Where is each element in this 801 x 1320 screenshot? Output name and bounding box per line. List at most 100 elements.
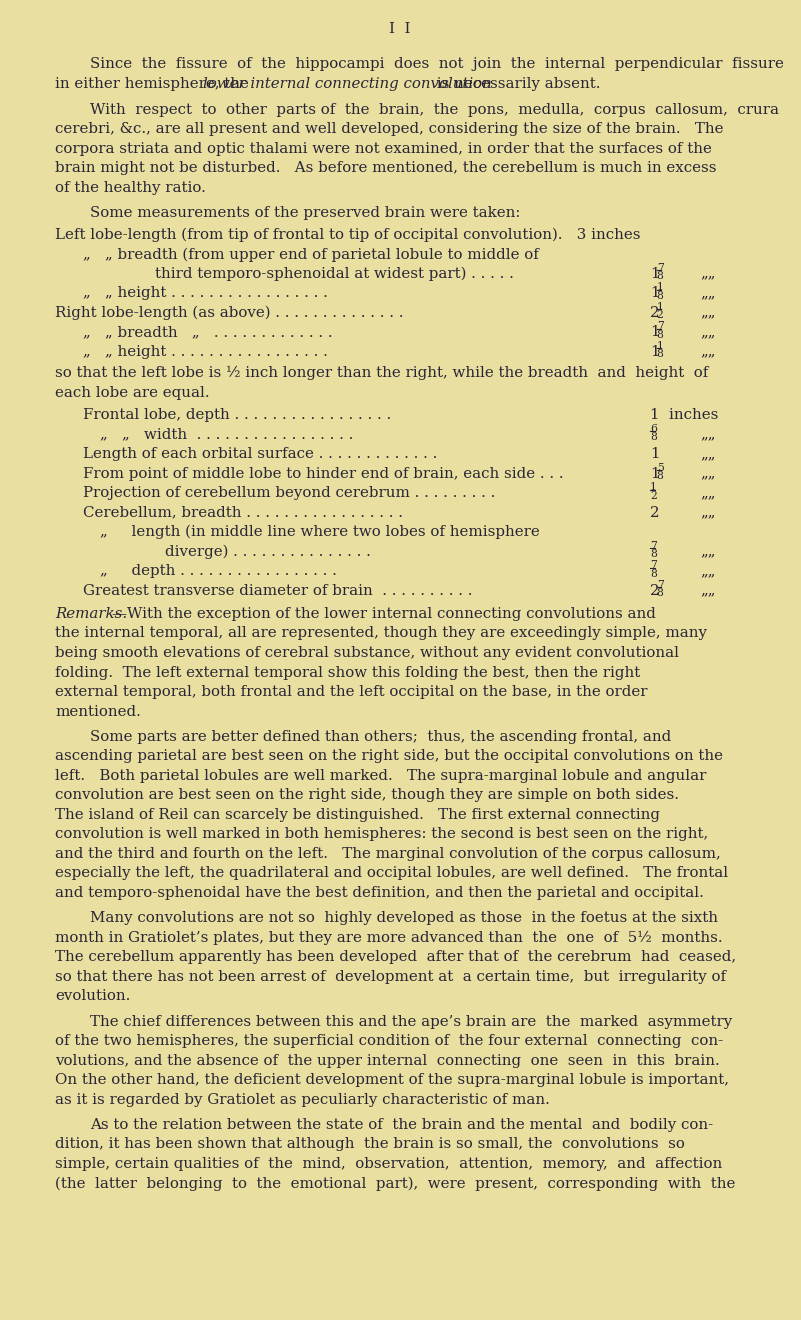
- Text: convolution is well marked in both hemispheres: the second is best seen on the r: convolution is well marked in both hemis…: [55, 828, 708, 841]
- Text: is necessarily absent.: is necessarily absent.: [432, 77, 601, 91]
- Text: 8: 8: [657, 589, 663, 598]
- Text: of the two hemispheres, the superficial condition of  the four external  connect: of the two hemispheres, the superficial …: [55, 1034, 723, 1048]
- Text: so that the left lobe is ½ inch longer than the right, while the breadth  and  h: so that the left lobe is ½ inch longer t…: [55, 366, 708, 380]
- Text: 8: 8: [650, 549, 657, 560]
- Text: ascending parietal are best seen on the right side, but the occipital convolutio: ascending parietal are best seen on the …: [55, 750, 723, 763]
- Text: as it is regarded by Gratiolet as peculiarly characteristic of man.: as it is regarded by Gratiolet as peculi…: [55, 1093, 549, 1106]
- Text: 1: 1: [657, 282, 663, 292]
- Text: and the third and fourth on the left.   The marginal convolution of the corpus c: and the third and fourth on the left. Th…: [55, 847, 721, 861]
- Text: 2: 2: [650, 306, 660, 319]
- Text: „   „ height . . . . . . . . . . . . . . . . .: „ „ height . . . . . . . . . . . . . . .…: [83, 345, 328, 359]
- Text: and temporo-sphenoidal have the best definition, and then the parietal and occip: and temporo-sphenoidal have the best def…: [55, 886, 704, 900]
- Text: Frontal lobe, depth . . . . . . . . . . . . . . . . .: Frontal lobe, depth . . . . . . . . . . …: [83, 408, 391, 422]
- Text: external temporal, both frontal and the left occipital on the base, in the order: external temporal, both frontal and the …: [55, 685, 647, 700]
- Text: the internal temporal, all are represented, though they are exceedingly simple, : the internal temporal, all are represent…: [55, 627, 707, 640]
- Text: Greatest transverse diameter of brain  . . . . . . . . . .: Greatest transverse diameter of brain . …: [83, 583, 473, 598]
- Text: corpora striata and optic thalami were not examined, in order that the surfaces : corpora striata and optic thalami were n…: [55, 143, 712, 156]
- Text: third temporo-sphenoidal at widest part) . . . . .: third temporo-sphenoidal at widest part)…: [155, 267, 514, 281]
- Text: Right lobe-length (as above) . . . . . . . . . . . . . .: Right lobe-length (as above) . . . . . .…: [55, 306, 404, 321]
- Text: „„: „„: [700, 345, 715, 359]
- Text: (the  latter  belonging  to  the  emotional  part),  were  present,  correspondi: (the latter belonging to the emotional p…: [55, 1176, 735, 1191]
- Text: 1: 1: [650, 325, 659, 339]
- Text: „   „ breadth   „   . . . . . . . . . . . . .: „ „ breadth „ . . . . . . . . . . . . .: [83, 325, 332, 339]
- Text: 5: 5: [657, 463, 663, 473]
- Text: 1: 1: [657, 341, 663, 351]
- Text: 7: 7: [657, 579, 663, 590]
- Text: month in Gratiolet’s plates, but they are more advanced than  the  one  of  5½  : month in Gratiolet’s plates, but they ar…: [55, 931, 723, 945]
- Text: simple, certain qualities of  the  mind,  observation,  attention,  memory,  and: simple, certain qualities of the mind, o…: [55, 1156, 723, 1171]
- Text: 8: 8: [657, 272, 663, 281]
- Text: The chief differences between this and the ape’s brain are  the  marked  asymmet: The chief differences between this and t…: [90, 1015, 732, 1028]
- Text: „   „   width  . . . . . . . . . . . . . . . . .: „ „ width . . . . . . . . . . . . . . . …: [100, 428, 353, 442]
- Text: dition, it has been shown that although  the brain is so small, the  convolution: dition, it has been shown that although …: [55, 1138, 685, 1151]
- Text: 1: 1: [650, 286, 659, 300]
- Text: „„: „„: [700, 564, 715, 578]
- Text: convolution are best seen on the right side, though they are simple on both side: convolution are best seen on the right s…: [55, 788, 679, 803]
- Text: 7: 7: [657, 321, 663, 331]
- Text: in either hemisphere, the: in either hemisphere, the: [55, 77, 254, 91]
- Text: 1: 1: [650, 447, 659, 461]
- Text: 2: 2: [650, 506, 660, 520]
- Text: „„: „„: [700, 583, 715, 598]
- Text: 2: 2: [650, 491, 657, 500]
- Text: „     length (in middle line where two lobes of hemisphere: „ length (in middle line where two lobes…: [100, 525, 540, 540]
- Text: 8: 8: [657, 290, 663, 301]
- Text: so that there has not been arrest of  development at  a certain time,  but  irre: so that there has not been arrest of dev…: [55, 970, 727, 983]
- Text: „„: „„: [700, 447, 715, 461]
- Text: Since  the  fissure  of  the  hippocampi  does  not  join  the  internal  perpen: Since the fissure of the hippocampi does…: [90, 57, 784, 71]
- Text: volutions, and the absence of  the upper internal  connecting  one  seen  in  th: volutions, and the absence of the upper …: [55, 1053, 720, 1068]
- Text: lower internal connecting convolution: lower internal connecting convolution: [203, 77, 492, 91]
- Text: 7: 7: [650, 560, 657, 570]
- Text: „   „ height . . . . . . . . . . . . . . . . .: „ „ height . . . . . . . . . . . . . . .…: [83, 286, 328, 300]
- Text: brain might not be disturbed.   As before mentioned, the cerebellum is much in e: brain might not be disturbed. As before …: [55, 161, 717, 176]
- Text: Many convolutions are not so  highly developed as those  in the foetus at the si: Many convolutions are not so highly deve…: [90, 911, 718, 925]
- Text: „„: „„: [700, 267, 715, 281]
- Text: mentioned.: mentioned.: [55, 705, 141, 718]
- Text: „„: „„: [700, 428, 715, 442]
- Text: 7: 7: [650, 541, 657, 550]
- Text: „„: „„: [700, 466, 715, 480]
- Text: „     depth . . . . . . . . . . . . . . . . .: „ depth . . . . . . . . . . . . . . . . …: [100, 564, 337, 578]
- Text: 7: 7: [657, 263, 663, 273]
- Text: 1: 1: [657, 302, 663, 312]
- Text: The cerebellum apparently has been developed  after that of  the cerebrum  had  : The cerebellum apparently has been devel…: [55, 950, 736, 964]
- Text: On the other hand, the deficient development of the supra-marginal lobule is imp: On the other hand, the deficient develop…: [55, 1073, 729, 1088]
- Text: „„: „„: [700, 545, 715, 558]
- Text: 1: 1: [650, 267, 659, 281]
- Text: 2: 2: [657, 310, 663, 321]
- Text: „„: „„: [700, 306, 715, 319]
- Text: left.   Both parietal lobules are well marked.   The supra-marginal lobule and a: left. Both parietal lobules are well mar…: [55, 768, 706, 783]
- Text: Cerebellum, breadth . . . . . . . . . . . . . . . . .: Cerebellum, breadth . . . . . . . . . . …: [83, 506, 403, 520]
- Text: „„: „„: [700, 506, 715, 520]
- Text: cerebri, &c., are all present and well developed, considering the size of the br: cerebri, &c., are all present and well d…: [55, 123, 723, 136]
- Text: —With the exception of the lower internal connecting convolutions and: —With the exception of the lower interna…: [112, 607, 656, 620]
- Text: „   „ breadth (from upper end of parietal lobule to middle of: „ „ breadth (from upper end of parietal …: [83, 247, 539, 261]
- Text: I  I: I I: [389, 22, 411, 36]
- Text: evolution.: evolution.: [55, 989, 131, 1003]
- Text: 8: 8: [650, 433, 657, 442]
- Text: Some parts are better defined than others;  thus, the ascending frontal, and: Some parts are better defined than other…: [90, 730, 671, 744]
- Text: Some measurements of the preserved brain were taken:: Some measurements of the preserved brain…: [90, 206, 521, 220]
- Text: each lobe are equal.: each lobe are equal.: [55, 385, 210, 400]
- Text: diverge) . . . . . . . . . . . . . . .: diverge) . . . . . . . . . . . . . . .: [165, 545, 371, 558]
- Text: 6: 6: [650, 424, 657, 434]
- Text: As to the relation between the state of  the brain and the mental  and  bodily c: As to the relation between the state of …: [90, 1118, 713, 1133]
- Text: 8: 8: [657, 471, 663, 482]
- Text: 1  inches: 1 inches: [650, 408, 718, 422]
- Text: Projection of cerebellum beyond cerebrum . . . . . . . . .: Projection of cerebellum beyond cerebrum…: [83, 486, 495, 500]
- Text: With  respect  to  other  parts of  the  brain,  the  pons,  medulla,  corpus  c: With respect to other parts of the brain…: [90, 103, 779, 117]
- Text: „„: „„: [700, 486, 715, 500]
- Text: 8: 8: [657, 330, 663, 341]
- Text: 2: 2: [650, 583, 660, 598]
- Text: Left lobe-length (from tip of frontal to tip of occipital convolution).   3 inch: Left lobe-length (from tip of frontal to…: [55, 228, 641, 242]
- Text: especially the left, the quadrilateral and occipital lobules, are well defined. : especially the left, the quadrilateral a…: [55, 866, 728, 880]
- Text: being smooth elevations of cerebral substance, without any evident convolutional: being smooth elevations of cerebral subs…: [55, 645, 679, 660]
- Text: 8: 8: [657, 350, 663, 359]
- Text: From point of middle lobe to hinder end of brain, each side . . .: From point of middle lobe to hinder end …: [83, 466, 564, 480]
- Text: „„: „„: [700, 286, 715, 300]
- Text: folding.  The left external temporal show this folding the best, then the right: folding. The left external temporal show…: [55, 665, 640, 680]
- Text: Length of each orbital surface . . . . . . . . . . . . .: Length of each orbital surface . . . . .…: [83, 447, 437, 461]
- Text: 1: 1: [650, 466, 659, 480]
- Text: „„: „„: [700, 325, 715, 339]
- Text: Remarks.: Remarks.: [55, 607, 127, 620]
